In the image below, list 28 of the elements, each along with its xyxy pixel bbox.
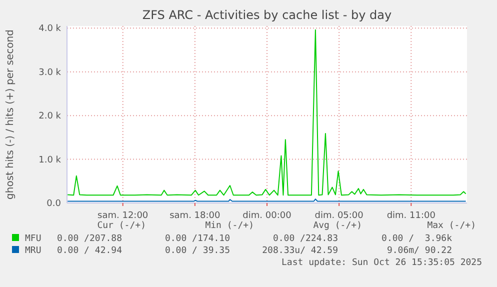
text: 0.00 /207.88 <box>56 234 122 244</box>
text: 0.00 /174.10 <box>164 234 230 244</box>
text: 9.06m/ 90.22 <box>386 246 452 256</box>
x-tick-label: sam. 12:00 <box>98 211 148 221</box>
y-axis-title: ghost hits (-) / hits (+) per second <box>5 30 16 200</box>
chart-title: ZFS ARC - Activities by cache list - by day <box>142 8 392 22</box>
text: Last update: Sun Oct 26 15:35:05 2025 <box>282 258 482 268</box>
y-tick-label: 1.0 k <box>38 155 62 166</box>
text: Cur (-/+) <box>97 221 146 231</box>
y-tick-label: 0.0 <box>46 199 62 209</box>
text: 0.00 /224.83 <box>272 234 338 244</box>
text: 0.00 / 39.35 <box>164 246 230 256</box>
y-tick-label: 4.0 k <box>38 24 62 34</box>
x-tick-label: dim. 05:00 <box>314 211 364 221</box>
legend-label: MFU <box>25 234 42 244</box>
x-tick-label: sam. 18:00 <box>170 211 221 221</box>
x-tick-label: dim. 00:00 <box>242 211 292 221</box>
line-series <box>67 29 466 196</box>
x-tick-label: dim. 11:00 <box>386 211 436 221</box>
text: Min (-/+) <box>205 221 254 231</box>
text: 208.33u/ 42.59 <box>262 246 338 256</box>
y-tick-label: 3.0 k <box>38 68 62 78</box>
text: 0.00 / 42.94 <box>56 246 122 256</box>
text: Max (-/+) <box>427 221 476 231</box>
legend-label: MRU <box>25 246 42 256</box>
text: 0.00 / 3.96k <box>382 234 453 244</box>
text: Avg (-/+) <box>313 221 362 231</box>
y-tick-label: 2.0 k <box>38 112 62 122</box>
